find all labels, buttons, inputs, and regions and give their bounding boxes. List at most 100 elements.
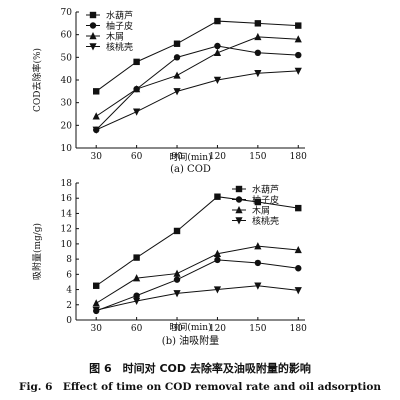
chart-a-series-0-point xyxy=(295,22,302,29)
chart-a-series-line-0 xyxy=(95,20,299,92)
chart-b-y-tick-label: 14 xyxy=(61,209,73,219)
chart-a-series-0-point xyxy=(173,40,181,47)
chart-a-series-0-point xyxy=(254,20,262,27)
chart-a-series-3-point xyxy=(92,126,100,134)
figure-caption-en: Fig. 6 Effect of time on COD removal rat… xyxy=(19,381,381,393)
chart-a-y-tick-label: 50 xyxy=(61,53,73,63)
chart-b-series-3-point xyxy=(254,282,262,290)
chart-b-series-line-0 xyxy=(95,196,299,287)
chart-a-series-0-point xyxy=(133,58,140,66)
chart-b-series-line-3 xyxy=(96,285,299,311)
chart-b-series-2-point xyxy=(133,274,141,282)
chart-a-series-line-3 xyxy=(96,70,299,131)
chart-a-series-2-point xyxy=(254,32,262,41)
chart-b-series-2-point xyxy=(173,269,181,277)
chart-b-y-tick-label: 4 xyxy=(66,286,72,296)
chart-a-y-tick-label: 40 xyxy=(61,76,73,86)
chart-b-series-0-point xyxy=(254,198,262,206)
chart-b-x-tick-label: 120 xyxy=(209,324,226,334)
chart-b-series-2-point xyxy=(92,299,100,307)
chart-b-series-1-point xyxy=(133,292,140,299)
chart-a-series-2-point xyxy=(294,35,302,43)
chart-a-series-3-point xyxy=(213,76,222,84)
chart-a-series-3-point xyxy=(294,67,302,75)
chart-b-x-axis-label: 时间(min) xyxy=(169,321,211,333)
chart-b-legend-marker xyxy=(235,196,243,203)
chart-a-x-axis-label: 时间(min) xyxy=(169,151,211,163)
chart-b-y-tick-label: 8 xyxy=(66,255,72,265)
chart-b-series-2-point xyxy=(294,245,302,254)
chart-b-series-3-point xyxy=(133,297,141,305)
chart-b-legend-label: 核桃壳 xyxy=(252,215,279,227)
chart-a-subtitle: (a) COD xyxy=(170,164,211,175)
chart-b-x-tick-label: 90 xyxy=(171,324,183,334)
chart-b-series-0-point xyxy=(93,282,100,289)
chart-b-series-1-point xyxy=(254,259,262,267)
chart-a-x-tick-label: 90 xyxy=(171,152,183,162)
chart-b-series-0-point xyxy=(133,254,140,261)
chart-b-series-3-point xyxy=(213,286,222,294)
chart-a-series-3-point xyxy=(173,88,181,96)
chart-a-series-3-point xyxy=(133,108,141,116)
chart-b-x-tick-label: 30 xyxy=(90,324,102,334)
chart-b-legend-label: 柚子皮 xyxy=(252,194,279,206)
chart-a-series-line-2 xyxy=(95,36,299,117)
chart-a-legend-marker xyxy=(89,43,97,51)
chart-b-y-tick-label: 2 xyxy=(66,301,72,311)
figure-caption-cn: 图 6 时间对 COD 去除率及油吸附量的影响 xyxy=(89,361,311,375)
chart-a-series-1-point xyxy=(173,54,181,61)
chart-b-legend-marker xyxy=(235,206,243,214)
chart-b-y-tick-label: 0 xyxy=(66,316,72,326)
chart-b-y-axis-label: 吸附量(mg/g) xyxy=(31,223,43,280)
chart-a-series-0-point xyxy=(93,88,100,95)
chart-b-series-0-point xyxy=(214,193,221,200)
chart-b-series-0-point xyxy=(173,227,181,235)
chart-a-series-2-point xyxy=(133,85,141,93)
chart-a-legend-label: 木屑 xyxy=(106,31,124,43)
chart-b-legend-label: 木屑 xyxy=(252,205,270,217)
chart-a-series-0-point xyxy=(214,17,221,25)
chart-b-series-line-2 xyxy=(95,245,299,304)
chart-a-y-tick-label: 30 xyxy=(61,99,73,109)
chart-b-subtitle: (b) 油吸附量 xyxy=(162,334,219,347)
chart-b-y-tick-label: 10 xyxy=(61,240,73,250)
chart-b-series-1-point xyxy=(214,256,221,264)
chart-a-series-1-point xyxy=(295,51,302,59)
chart-b-x-tick-label: 150 xyxy=(249,324,266,334)
chart-b-series-0-point xyxy=(295,204,302,212)
chart-a-legend-marker xyxy=(89,11,97,19)
chart-a-x-tick-label: 180 xyxy=(290,152,307,162)
chart-b-legend-label: 水葫芦 xyxy=(252,184,279,196)
chart-a-series-3-point xyxy=(254,70,262,78)
chart-a-x-tick-label: 60 xyxy=(131,152,143,162)
chart-b-x-tick-label: 60 xyxy=(131,324,143,334)
chart-b-series-1-point xyxy=(173,276,181,283)
chart-b-y-tick-label: 16 xyxy=(61,194,73,204)
chart-b-series-line-1 xyxy=(96,259,299,312)
chart-a-x-tick-label: 120 xyxy=(209,152,226,162)
chart-b-series-2-point xyxy=(254,242,262,250)
chart-b-series-2-point xyxy=(213,249,222,257)
chart-b-series-3-point xyxy=(92,306,100,315)
chart-b-y-tick-label: 6 xyxy=(66,270,72,280)
chart-a-legend-marker xyxy=(89,22,97,29)
chart-b-oil-adsorption: 0 2 4 6 8 10 12 14 16 18 30 60 90 120 150 180 时间(min) 吸附量… xyxy=(31,179,307,347)
chart-b-y-tick-label: 12 xyxy=(61,225,72,235)
chart-a-x-tick-label: 30 xyxy=(90,152,102,162)
chart-a-y-tick-label: 20 xyxy=(61,121,73,131)
chart-b-x-tick-label: 180 xyxy=(290,324,307,334)
chart-b-series-3-point xyxy=(294,287,302,295)
chart-a-series-1-point xyxy=(254,49,262,56)
chart-a-series-2-point xyxy=(92,112,100,120)
chart-a-legend-label: 柚子皮 xyxy=(106,20,133,32)
chart-a-series-line-1 xyxy=(95,45,299,131)
chart-a-y-axis-label: COD去除率(%) xyxy=(31,48,43,112)
chart-a-series-2-point xyxy=(173,71,181,79)
chart-a-x-tick-label: 150 xyxy=(249,152,266,162)
chart-a-y-tick-label: 70 xyxy=(61,8,73,18)
chart-a-y-tick-label: 10 xyxy=(61,144,73,154)
chart-b-series-3-point xyxy=(173,290,181,298)
